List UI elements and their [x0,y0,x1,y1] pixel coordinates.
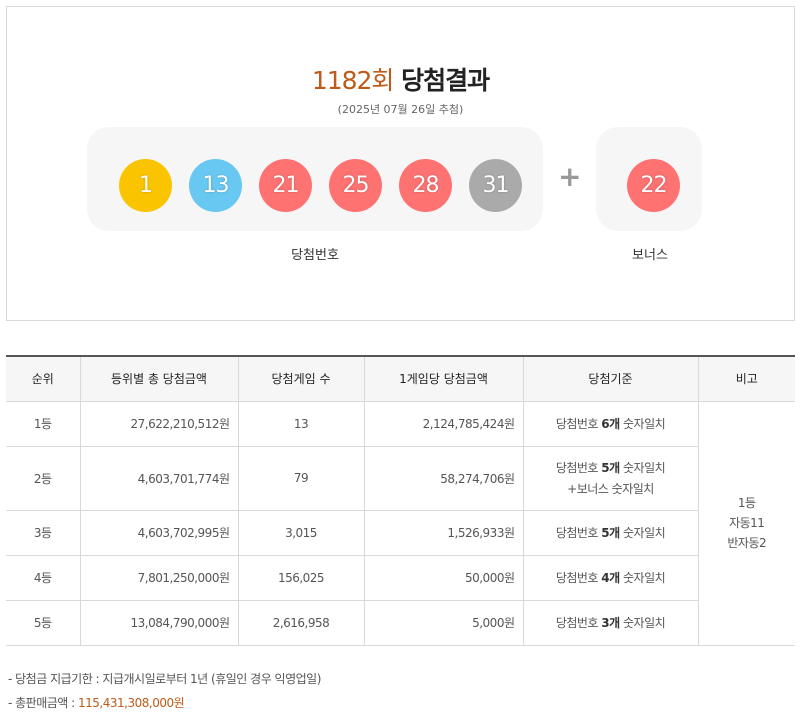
criteria-text: 숫자일치 [619,461,666,475]
criteria-cell: 당첨번호 3개 숫자일치 [522,599,698,646]
criteria-count: 4개 [601,571,620,585]
round-number: 1182회 [311,66,395,95]
criteria-text: 당첨번호 [555,616,602,630]
criteria-cell: 당첨번호 5개 숫자일치 +보너스 숫자일치 [522,445,698,511]
criteria-bonus-text: +보너스 숫자일치 [567,482,654,496]
note-line: 1등 [737,496,756,510]
total-sales-value: 115,431,308,000원 [78,696,185,710]
total-amount-cell: 4,603,701,774원 [79,445,239,511]
table-header-row: 순위 등위별 총 당첨금액 당첨게임 수 1게임당 당첨금액 당첨기준 비고 [6,355,795,402]
winning-ball: 28 [399,159,452,212]
winner-count-cell: 3,015 [237,509,365,556]
criteria-text: 숫자일치 [619,417,666,431]
total-amount-cell: 27,622,210,512원 [79,400,239,447]
per-game-amount-cell: 5,000원 [363,599,524,646]
winning-ball: 25 [329,159,382,212]
page-title: 1182회 당첨결과 [7,61,794,97]
criteria-count: 5개 [601,526,620,540]
criteria-text: 당첨번호 [555,571,602,585]
bonus-ball: 22 [627,159,680,212]
criteria-text: 당첨번호 [555,417,602,431]
table-row: 4등 7,801,250,000원 156,025 50,000원 당첨번호 4… [6,554,795,601]
criteria-text: 당첨번호 [555,526,602,540]
winning-ball: 1 [119,159,172,212]
criteria-cell: 당첨번호 5개 숫자일치 [522,509,698,556]
bonus-label: 보너스 [632,248,668,263]
per-game-amount-cell: 58,274,706원 [363,445,524,511]
criteria-count: 5개 [601,461,620,475]
table-row: 5등 13,084,790,000원 2,616,958 5,000원 당첨번호… [6,599,795,646]
per-game-amount-cell: 50,000원 [363,554,524,601]
criteria-count: 3개 [601,616,620,630]
col-header-winner-count: 당첨게임 수 [237,355,365,402]
criteria-cell: 당첨번호 6개 숫자일치 [522,400,699,447]
winner-count-cell: 13 [237,400,365,447]
table-row: 3등 4,603,702,995원 3,015 1,526,933원 당첨번호 … [6,509,795,556]
criteria-text: 숫자일치 [619,616,666,630]
col-header-rank: 순위 [6,355,81,402]
table-row: 2등 4,603,701,774원 79 58,274,706원 당첨번호 5개… [6,445,795,511]
criteria-cell: 당첨번호 4개 숫자일치 [522,554,698,601]
winning-numbers-label: 당첨번호 [291,248,339,263]
total-amount-cell: 7,801,250,000원 [79,554,239,601]
criteria-count: 6개 [601,417,620,431]
total-amount-cell: 13,084,790,000원 [79,599,239,646]
prize-table: 순위 등위별 총 당첨금액 당첨게임 수 1게임당 당첨금액 당첨기준 비고 1… [6,355,795,646]
plus-icon: + [558,160,582,193]
per-game-amount-cell: 2,124,785,424원 [363,400,524,447]
title-suffix: 당첨결과 [401,66,490,95]
winner-count-cell: 156,025 [237,554,365,601]
rank-cell: 5등 [6,599,81,646]
col-header-note: 비고 [697,355,795,402]
per-game-amount-cell: 1,526,933원 [363,509,524,556]
total-amount-cell: 4,603,702,995원 [79,509,239,556]
criteria-text: 숫자일치 [619,571,666,585]
table-row: 1등 27,622,210,512원 13 2,124,785,424원 당첨번… [6,400,795,646]
winning-ball: 21 [259,159,312,212]
winner-count-cell: 79 [237,445,365,511]
draw-date: (2025년 07월 26일 추첨) [337,103,464,116]
note-cell: 1등 자동11 반자동2 [697,400,795,646]
col-header-criteria: 당첨기준 [522,355,699,402]
winning-ball: 13 [189,159,242,212]
rank-cell: 2등 [6,445,81,511]
note-line: 반자동2 [727,536,767,550]
criteria-text: 숫자일치 [619,526,666,540]
col-header-per-game-amount: 1게임당 당첨금액 [363,355,524,402]
winning-ball: 31 [469,159,522,212]
total-sales-note: - 총판매금액 : 115,431,308,000원 [8,694,185,711]
rank-cell: 1등 [6,400,81,447]
note-line: 자동11 [729,516,765,530]
payment-deadline-note: - 당첨금 지급기한 : 지급개시일로부터 1년 (휴일인 경우 익영업일) [8,672,321,686]
rank-cell: 3등 [6,509,81,556]
total-sales-label: - 총판매금액 : [8,696,79,710]
winner-count-cell: 2,616,958 [237,599,365,646]
rank-cell: 4등 [6,554,81,601]
col-header-total-amount: 등위별 총 당첨금액 [79,355,239,402]
criteria-text: 당첨번호 [555,461,602,475]
